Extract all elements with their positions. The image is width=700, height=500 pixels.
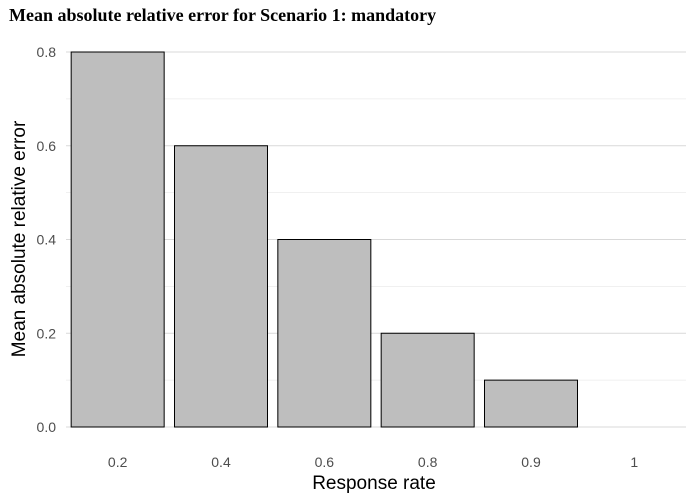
bar <box>277 239 372 428</box>
y-tick-label: 0.4 <box>37 232 57 248</box>
y-tick-label: 0.2 <box>37 325 57 341</box>
bar <box>484 379 578 428</box>
y-axis-title: Mean absolute relative error <box>9 120 30 357</box>
chart-title: Mean absolute relative error for Scenari… <box>9 5 437 25</box>
y-tick-label: 0.0 <box>37 419 57 435</box>
x-tick-label: 0.2 <box>108 454 128 470</box>
gridlines <box>66 51 686 428</box>
x-tick-label: 0.8 <box>418 454 438 470</box>
x-tick-label: 0.6 <box>315 454 335 470</box>
bar <box>70 51 165 428</box>
bars <box>70 51 578 428</box>
y-axis-ticks: 0.0 0.2 0.4 0.6 0.8 <box>37 44 57 435</box>
x-tick-label: 0.4 <box>211 454 231 470</box>
x-axis-ticks: 0.2 0.4 0.6 0.8 0.9 1 <box>108 454 639 470</box>
x-axis-title: Response rate <box>312 473 436 494</box>
y-tick-label: 0.8 <box>37 44 57 60</box>
x-tick-label: 0.9 <box>521 454 541 470</box>
x-tick-label: 1 <box>630 454 638 470</box>
bar <box>174 145 268 428</box>
bar <box>380 332 475 428</box>
y-tick-label: 0.6 <box>37 138 57 154</box>
